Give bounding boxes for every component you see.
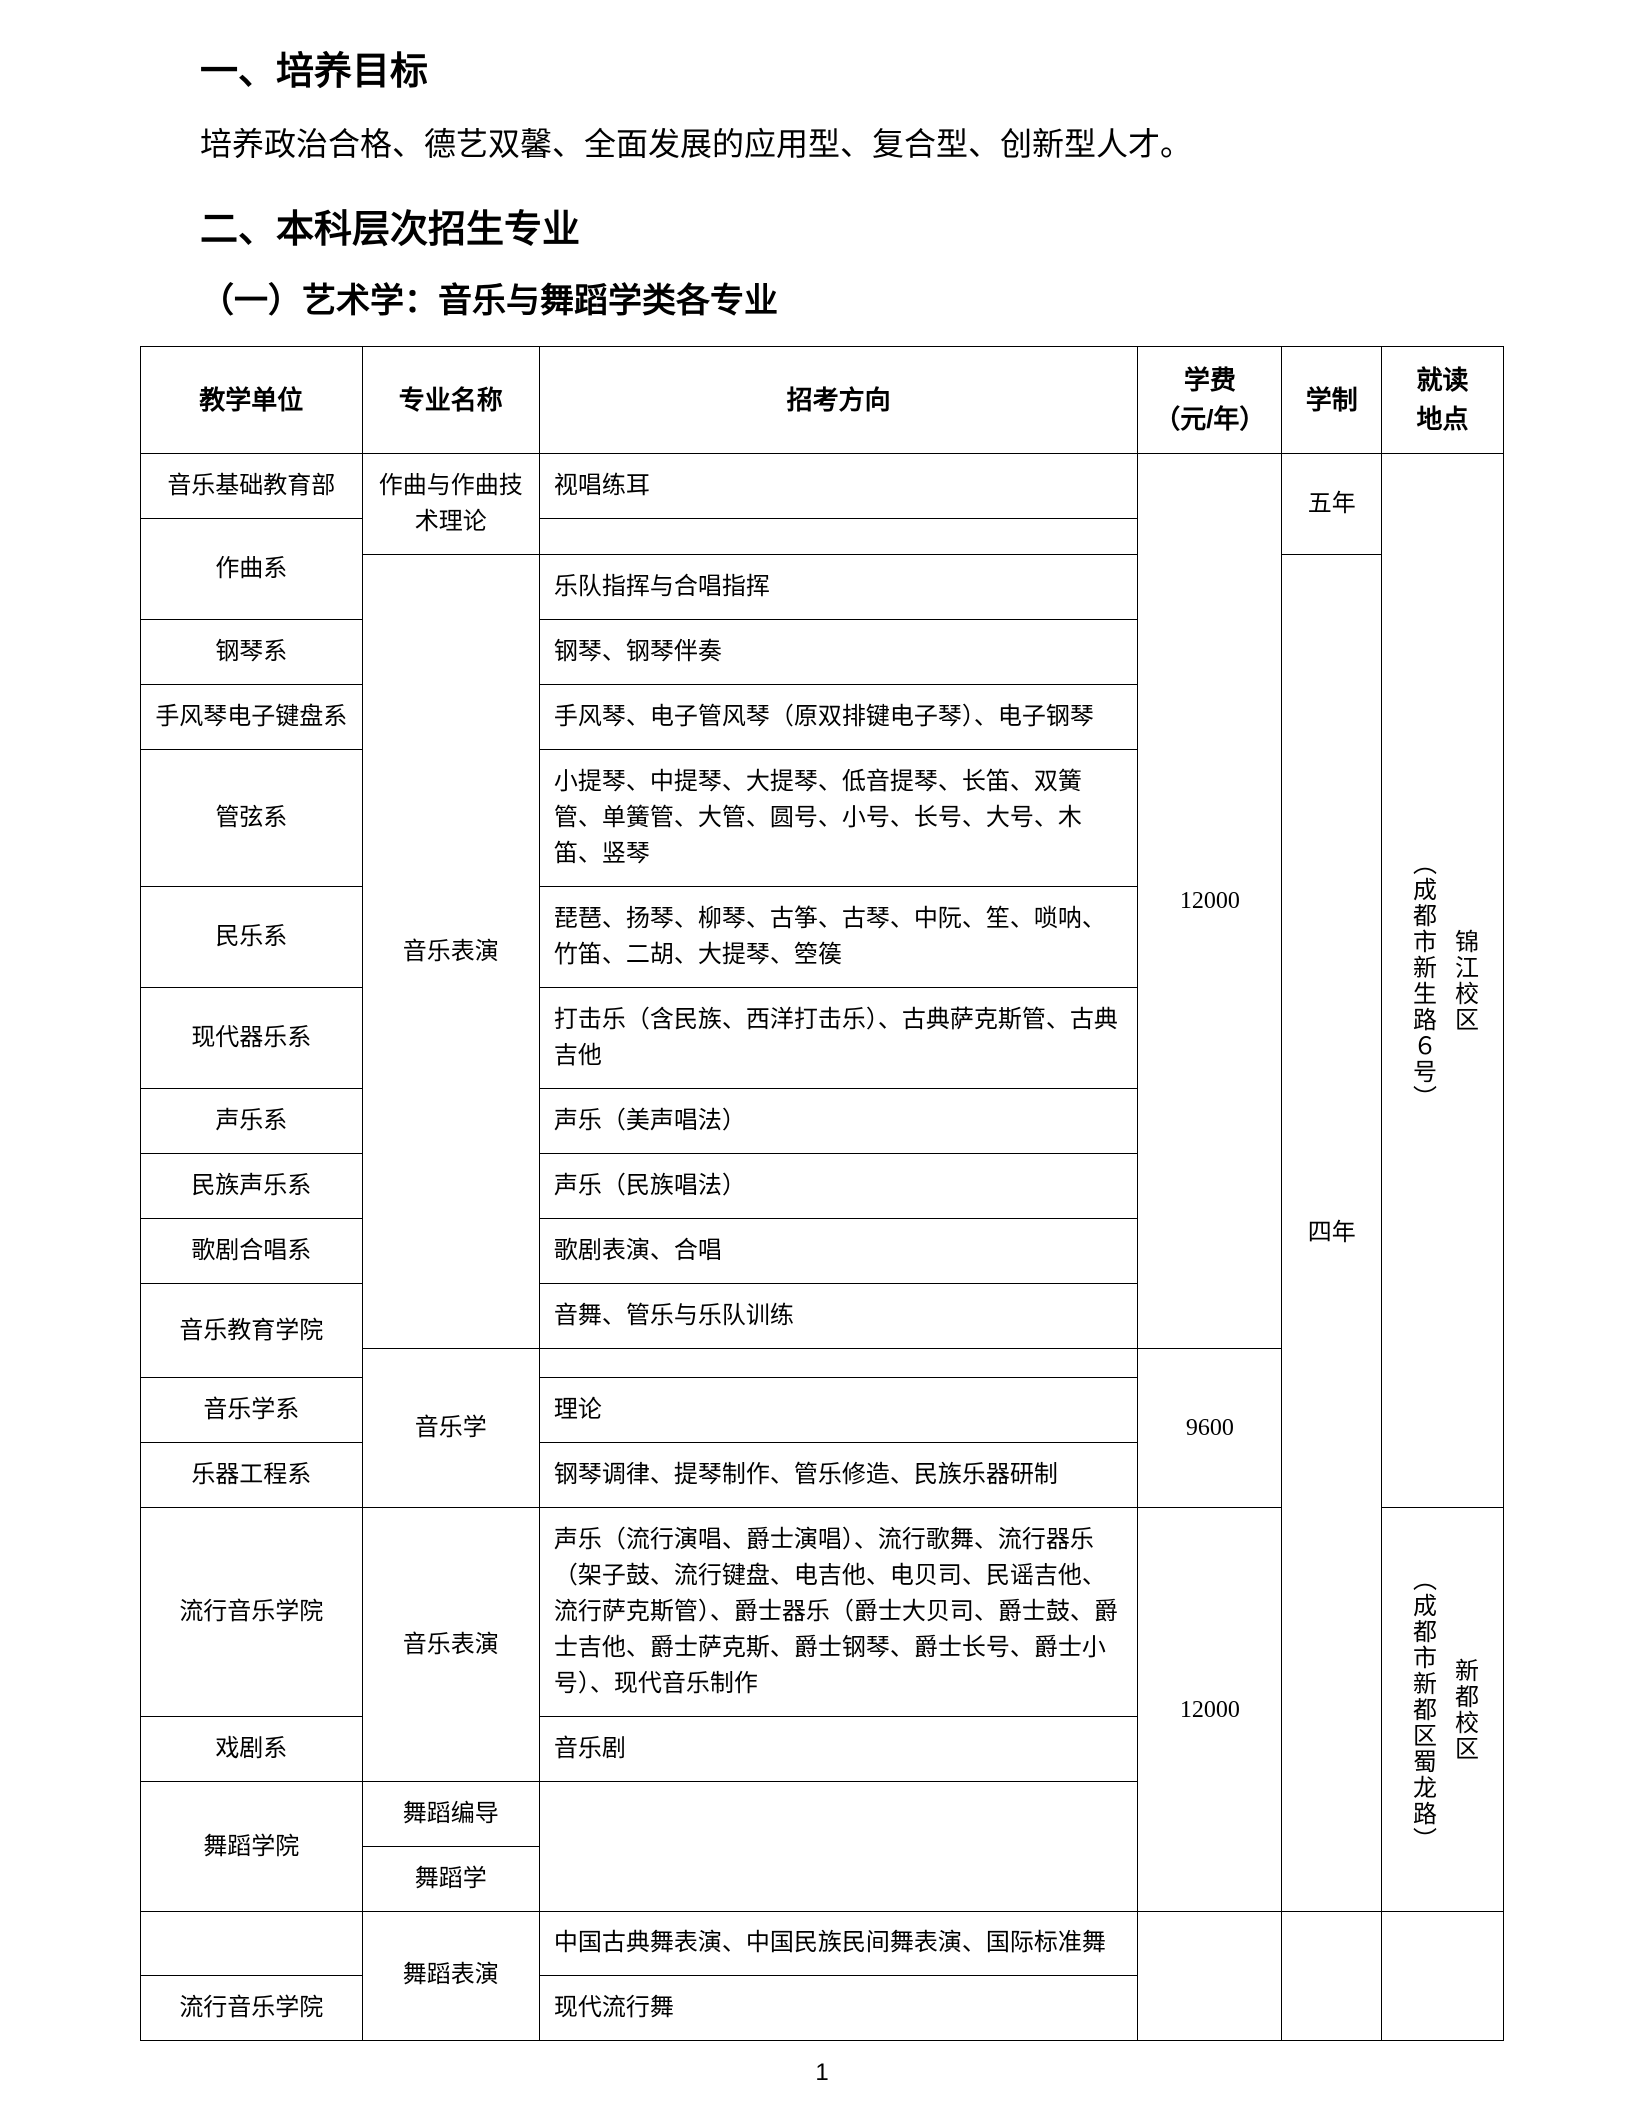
table-header-row: 教学单位 专业名称 招考方向 学费 （元/年） 学制 就读 地点	[141, 347, 1504, 454]
cell-unit: 歌剧合唱系	[141, 1219, 363, 1284]
cell-direction: 音舞、管乐与乐队训练	[539, 1284, 1137, 1349]
majors-table: 教学单位 专业名称 招考方向 学费 （元/年） 学制 就读 地点 音乐基础教育部…	[140, 346, 1504, 1912]
section-2-subtitle-1: （一）艺术学：音乐与舞蹈学类各专业	[200, 273, 1504, 322]
cell-major: 音乐学	[362, 1349, 539, 1508]
cell-direction: 声乐（民族唱法）	[539, 1154, 1137, 1219]
cell-location	[1382, 1911, 1504, 2041]
cell-unit: 手风琴电子键盘系	[141, 685, 363, 750]
cell-direction: 乐队指挥与合唱指挥	[539, 555, 1137, 620]
cell-unit: 现代器乐系	[141, 988, 363, 1089]
cell-direction	[539, 1782, 1137, 1912]
cell-years	[1282, 1911, 1382, 2041]
cell-unit: 音乐教育学院	[141, 1284, 363, 1378]
cell-unit: 作曲系	[141, 519, 363, 620]
cell-direction: 现代流行舞	[539, 1975, 1137, 2040]
cell-major: 舞蹈学	[362, 1847, 539, 1912]
cell-direction: 中国古典舞表演、中国民族民间舞表演、国际标准舞	[539, 1911, 1137, 1976]
table-row: 舞蹈表演 中国古典舞表演、中国民族民间舞表演、国际标准舞	[141, 1911, 1504, 1976]
cell-major: 作曲与作曲技术理论	[362, 454, 539, 555]
cell-direction: 小提琴、中提琴、大提琴、低音提琴、长笛、双簧管、单簧管、大管、圆号、小号、长号、…	[539, 750, 1137, 887]
section-1-paragraph: 培养政治合格、德艺双馨、全面发展的应用型、复合型、创新型人才。	[200, 119, 1504, 170]
cell-years: 五年	[1282, 454, 1382, 555]
cell-direction: 钢琴调律、提琴制作、管乐修造、民族乐器研制	[539, 1443, 1137, 1508]
cell-direction: 声乐（美声唱法）	[539, 1089, 1137, 1154]
cell-direction: 视唱练耳	[539, 454, 1137, 519]
col-major: 专业名称	[362, 347, 539, 454]
cell-direction: 歌剧表演、合唱	[539, 1219, 1137, 1284]
cell-direction: 理论	[539, 1378, 1137, 1443]
cell-fee: 12000	[1138, 1508, 1282, 1912]
cell-major: 舞蹈编导	[362, 1782, 539, 1847]
cell-major: 音乐表演	[362, 1508, 539, 1782]
section-1-title: 一、培养目标	[200, 40, 1504, 95]
cell-unit: 流行音乐学院	[141, 1508, 363, 1717]
cell-unit: 戏剧系	[141, 1717, 363, 1782]
table-row: 音乐基础教育部 作曲与作曲技术理论 视唱练耳 12000 五年 （成都市新生路６…	[141, 454, 1504, 519]
cell-direction: 打击乐（含民族、西洋打击乐）、古典萨克斯管、古典吉他	[539, 988, 1137, 1089]
location-paren: （成都市新都区蜀龙路）	[1404, 1567, 1440, 1853]
cell-unit: 声乐系	[141, 1089, 363, 1154]
cell-fee: 9600	[1138, 1349, 1282, 1508]
cell-unit	[141, 1911, 363, 1976]
col-direction: 招考方向	[539, 347, 1137, 454]
col-years: 学制	[1282, 347, 1382, 454]
cell-unit: 民乐系	[141, 887, 363, 988]
cell-location: （成都市新生路６号） 锦江校区	[1382, 454, 1504, 1508]
cell-unit: 乐器工程系	[141, 1443, 363, 1508]
cell-direction: 钢琴、钢琴伴奏	[539, 620, 1137, 685]
cell-location: （成都市新都区蜀龙路） 新都校区	[1382, 1508, 1504, 1912]
cell-unit: 民族声乐系	[141, 1154, 363, 1219]
cell-direction: 声乐（流行演唱、爵士演唱）、流行歌舞、流行器乐（架子鼓、流行键盘、电吉他、电贝司…	[539, 1508, 1137, 1717]
cell-direction: 琵琶、扬琴、柳琴、古筝、古琴、中阮、笙、唢呐、竹笛、二胡、大提琴、箜篌	[539, 887, 1137, 988]
cell-direction: 手风琴、电子管风琴（原双排键电子琴）、电子钢琴	[539, 685, 1137, 750]
cell-direction	[539, 519, 1137, 555]
section-2-title: 二、本科层次招生专业	[200, 198, 1504, 253]
col-location: 就读 地点	[1382, 347, 1504, 454]
cell-major: 舞蹈表演	[362, 1911, 539, 2041]
cell-unit: 管弦系	[141, 750, 363, 887]
cell-fee	[1138, 1911, 1282, 2041]
col-fee: 学费 （元/年）	[1138, 347, 1282, 454]
cell-unit: 舞蹈学院	[141, 1782, 363, 1912]
cell-fee: 12000	[1138, 454, 1282, 1349]
cell-unit: 音乐基础教育部	[141, 454, 363, 519]
cell-direction	[539, 1349, 1137, 1378]
cell-direction: 音乐剧	[539, 1717, 1137, 1782]
location-main: 新都校区	[1446, 1658, 1482, 1762]
majors-table-continued: 舞蹈表演 中国古典舞表演、中国民族民间舞表演、国际标准舞 流行音乐学院 现代流行…	[140, 1911, 1504, 2041]
cell-years: 四年	[1282, 555, 1382, 1912]
cell-major: 音乐表演	[362, 555, 539, 1349]
col-unit: 教学单位	[141, 347, 363, 454]
cell-unit: 流行音乐学院	[141, 1975, 363, 2040]
location-paren: （成都市新生路６号）	[1404, 851, 1440, 1111]
page-number: 1	[140, 2059, 1504, 2087]
location-main: 锦江校区	[1446, 929, 1482, 1033]
cell-unit: 钢琴系	[141, 620, 363, 685]
cell-unit: 音乐学系	[141, 1378, 363, 1443]
